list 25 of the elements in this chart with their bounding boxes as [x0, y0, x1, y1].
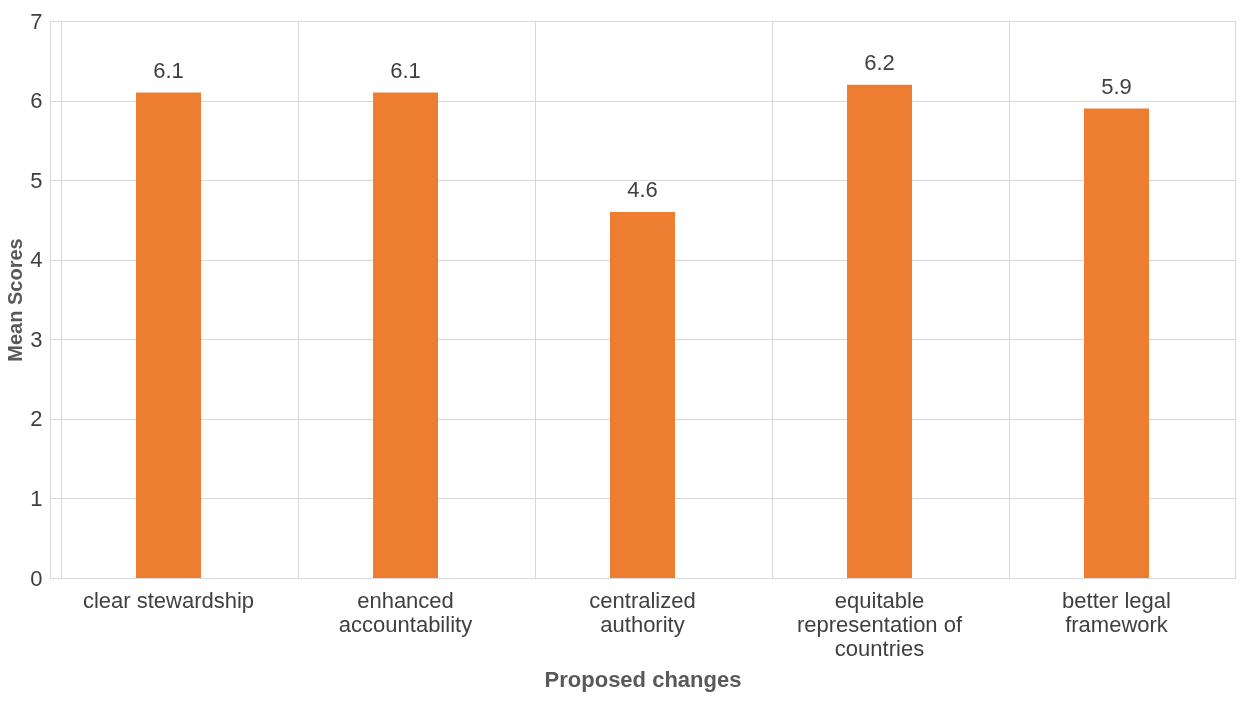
data-label: 6.1: [390, 57, 421, 83]
x-tick-label: equitable representation of countries: [796, 587, 963, 661]
x-tick-label: clear stewardship: [82, 587, 255, 613]
bar: [610, 211, 675, 578]
bar: [847, 84, 912, 578]
bar: [1084, 108, 1149, 578]
data-label: 5.9: [1101, 73, 1132, 99]
x-tick-label: centralized authority: [589, 587, 696, 637]
y-tick-label: 5: [30, 167, 43, 193]
y-tick-label: 0: [30, 565, 43, 591]
x-tick-label: better legal framework: [1062, 587, 1171, 637]
bar: [136, 92, 201, 578]
y-axis-title: Mean Scores: [4, 238, 27, 362]
bar: [373, 92, 438, 578]
y-tick-label: 4: [30, 247, 43, 273]
y-tick-label: 1: [30, 485, 43, 511]
data-label: 6.2: [864, 49, 895, 75]
y-tick-label: 2: [30, 406, 43, 432]
x-axis-title: Proposed changes: [544, 666, 742, 692]
x-tick-label: enhanced accountability: [338, 587, 473, 637]
data-label: 6.1: [153, 57, 184, 83]
y-tick-label: 6: [30, 88, 43, 114]
y-tick-label: 3: [30, 326, 43, 352]
y-tick-label: 7: [30, 8, 43, 34]
data-label: 4.6: [627, 176, 658, 202]
